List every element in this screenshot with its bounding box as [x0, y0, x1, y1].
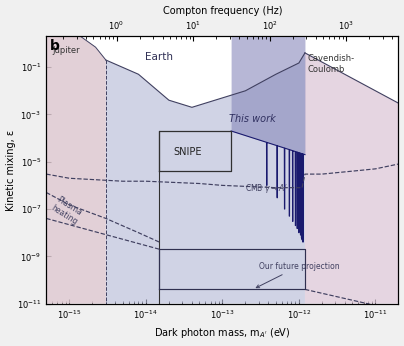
- Text: This work: This work: [229, 113, 276, 124]
- Polygon shape: [106, 36, 305, 304]
- X-axis label: Dark photon mass, m$_{A'}$ (eV): Dark photon mass, m$_{A'}$ (eV): [154, 326, 290, 340]
- X-axis label: Compton frequency (Hz): Compton frequency (Hz): [163, 6, 282, 16]
- Text: Jupiter: Jupiter: [53, 46, 80, 55]
- Text: SNIPE: SNIPE: [173, 147, 202, 157]
- Text: Earth: Earth: [145, 52, 173, 62]
- Text: Plasma
heating: Plasma heating: [49, 195, 85, 227]
- Text: Our future projection: Our future projection: [256, 262, 339, 288]
- Y-axis label: Kinetic mixing, ε: Kinetic mixing, ε: [6, 129, 16, 211]
- Text: Cavendish-
Coulomb: Cavendish- Coulomb: [307, 54, 355, 74]
- Text: CMB $\gamma \rightarrow A'$: CMB $\gamma \rightarrow A'$: [245, 182, 288, 195]
- Text: b: b: [50, 39, 60, 53]
- Polygon shape: [305, 36, 398, 304]
- Polygon shape: [46, 36, 106, 304]
